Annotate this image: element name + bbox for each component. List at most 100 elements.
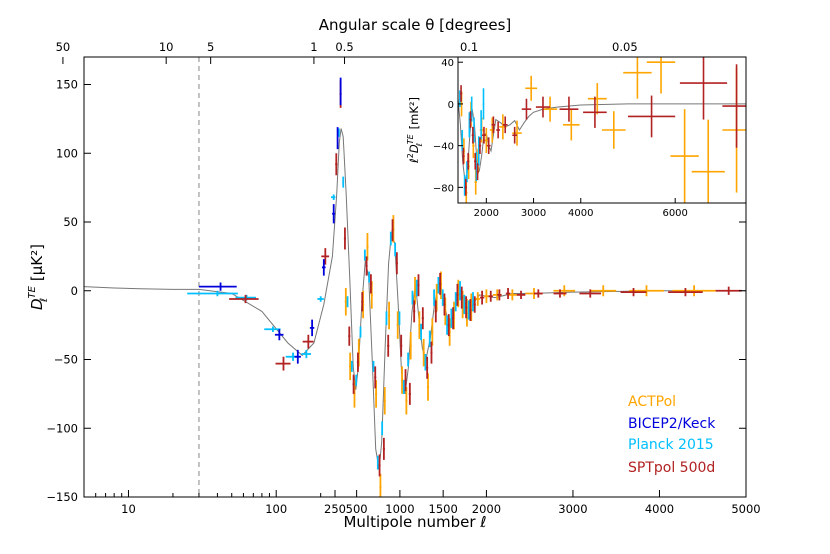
inset-data-point-actpol-17 — [602, 111, 626, 149]
top-tick-label: 1 — [310, 40, 317, 54]
x-tick-label: 250 — [324, 502, 346, 516]
x-tick-label: 10 — [121, 502, 136, 516]
data-point-sptpol-500d-23 — [417, 274, 420, 297]
inset-y-tick-label: 0 — [448, 100, 454, 111]
data-point-planck-2015-25 — [415, 279, 418, 297]
data-point-sptpol-500d-45 — [620, 288, 647, 297]
data-point-sptpol-500d-1 — [275, 356, 291, 371]
top-axis-title: Angular scale θ [degrees] — [319, 16, 512, 34]
top-tick-label: 10 — [159, 40, 174, 54]
inset-data-point-actpol-21 — [691, 119, 725, 203]
data-point-actpol-36 — [590, 285, 617, 297]
data-point-actpol-1 — [349, 352, 352, 381]
inset-data-point-sptpol-500d-20 — [679, 57, 728, 120]
y-tick-label: 100 — [56, 146, 78, 160]
data-point-actpol-15 — [409, 332, 412, 360]
data-point-planck-2015-14 — [368, 271, 371, 283]
data-point-planck-2015-33 — [450, 308, 453, 328]
data-point-actpol-17 — [418, 311, 421, 339]
top-tick-label: 0.1 — [460, 40, 478, 54]
x-tick-label: 2000 — [472, 502, 501, 516]
data-point-sptpol-500d-29 — [443, 293, 446, 316]
data-point-planck-2015-12 — [359, 326, 362, 338]
data-point-actpol-18 — [422, 338, 425, 367]
inset-data-point-sptpol-500d-15 — [521, 98, 532, 120]
inset-data-point-sptpol-500d-19 — [627, 95, 676, 138]
data-point-sptpol-500d-18 — [395, 252, 398, 275]
inset-data-point-planck-2015-10 — [482, 88, 485, 120]
inset-data-point-sptpol-500d-6 — [474, 152, 477, 170]
inset-data-point-actpol-20 — [670, 109, 699, 203]
y-axis-title: DTEℓ [μK²] — [27, 244, 50, 310]
inset-data-point-sptpol-500d-12 — [496, 121, 501, 139]
data-point-sptpol-500d-20 — [404, 369, 407, 392]
data-point-actpol-31 — [484, 289, 489, 304]
inset-data-point-sptpol-500d-14 — [512, 126, 518, 144]
inset-data-point-sptpol-500d-10 — [486, 137, 491, 154]
data-point-actpol-10 — [388, 301, 391, 330]
series-bicep2-keck — [198, 77, 342, 364]
legend: ACTPol BICEP2/Keck Planck 2015 SPTpol 50… — [628, 394, 716, 476]
data-point-planck-2015-24 — [411, 290, 414, 305]
data-point-actpol-5 — [366, 233, 369, 261]
x-tick-label: 1000 — [385, 502, 414, 516]
data-point-sptpol-500d-24 — [421, 307, 424, 330]
data-point-planck-2015-13 — [363, 249, 366, 261]
x-tick-label: 500 — [346, 502, 368, 516]
data-point-planck-2015-31 — [441, 289, 444, 306]
data-point-bicep2-keck-3 — [309, 319, 315, 337]
x-tick-label: 100 — [265, 502, 287, 516]
data-point-sptpol-500d-40 — [505, 288, 511, 299]
data-point-sptpol-500d-37 — [479, 290, 485, 305]
inset-data-point-planck-2015-9 — [480, 110, 482, 140]
data-point-planck-2015-11 — [355, 374, 358, 386]
data-point-planck-2015-22 — [402, 380, 405, 394]
series-sptpol-500d — [229, 80, 742, 477]
inset-data-point-sptpol-500d-8 — [478, 137, 482, 154]
data-point-bicep2-keck-1 — [274, 329, 284, 341]
data-point-sptpol-500d-21 — [408, 382, 411, 405]
data-point-planck-2015-32 — [446, 315, 448, 335]
data-point-sptpol-500d-12 — [369, 274, 372, 294]
inset-data-point-sptpol-500d-21 — [722, 64, 746, 148]
data-point-planck-2015-20 — [394, 242, 397, 257]
x-tick-label: 4000 — [645, 502, 674, 516]
data-point-sptpol-500d-14 — [378, 454, 381, 477]
data-point-planck-2015-27 — [424, 354, 427, 371]
inset-data-point-sptpol-500d-1 — [462, 147, 465, 165]
inset-y-tick-label: −40 — [433, 142, 454, 153]
x-axis-title: Multipole number ℓ — [343, 513, 486, 531]
data-point-sptpol-500d-33 — [460, 286, 463, 309]
data-point-sptpol-500d-9 — [356, 352, 359, 372]
data-point-sptpol-500d-6 — [343, 227, 346, 250]
data-point-sptpol-500d-34 — [465, 296, 468, 319]
data-point-actpol-33 — [508, 289, 517, 301]
data-point-sptpol-500d-42 — [534, 289, 543, 298]
inset-data-point-actpol-9 — [484, 127, 489, 153]
inset-x-tick-label: 4000 — [568, 208, 593, 219]
data-point-planck-2015-5 — [317, 296, 324, 302]
data-point-sptpol-500d-28 — [439, 272, 442, 295]
data-point-sptpol-500d-17 — [391, 219, 394, 242]
data-point-planck-2015-2 — [264, 326, 281, 332]
data-point-sptpol-500d-26 — [430, 341, 433, 364]
legend-entry-bicep2-keck: BICEP2/Keck — [628, 416, 716, 432]
data-point-sptpol-500d-36 — [473, 296, 476, 313]
data-point-sptpol-500d-32 — [456, 283, 459, 306]
inset-data-point-planck-2015-1 — [461, 130, 464, 151]
data-point-planck-2015-18 — [385, 311, 388, 326]
data-point-planck-2015-28 — [428, 330, 431, 348]
data-point-actpol-20 — [431, 318, 434, 346]
inset-data-point-sptpol-500d-2 — [464, 179, 467, 196]
top-tick-label: 5 — [207, 40, 214, 54]
data-point-sptpol-500d-0 — [229, 294, 259, 304]
data-point-sptpol-500d-11 — [365, 256, 368, 276]
data-point-bicep2-keck-7 — [339, 77, 342, 106]
inset-x-tick-label: 6000 — [662, 208, 687, 219]
legend-entry-sptpol-500d: SPTpol 500d — [628, 460, 715, 476]
inset-data-point-sptpol-500d-7 — [476, 163, 479, 181]
data-point-planck-2015-29 — [433, 289, 435, 306]
y-tick-label: 0 — [71, 284, 78, 298]
inset-data-point-sptpol-500d-13 — [502, 116, 508, 134]
